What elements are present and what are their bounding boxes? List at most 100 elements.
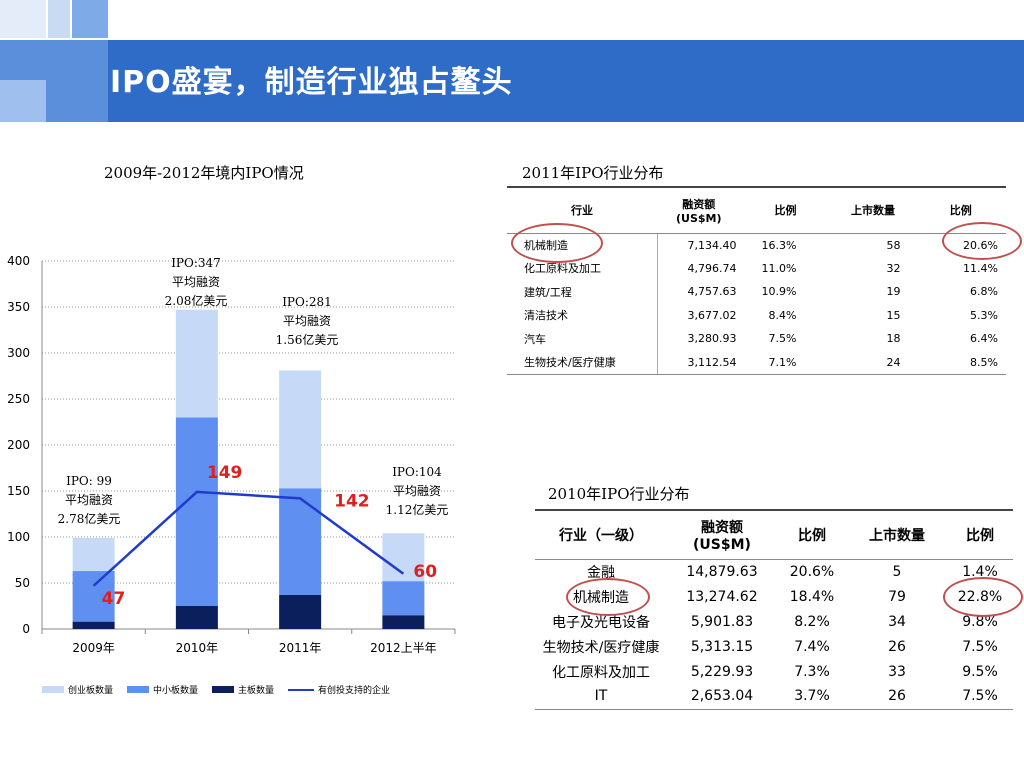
legend-line-vc <box>288 688 315 691</box>
table-cell: 7.5% <box>947 684 1013 710</box>
table-2010: 行业（一级） 融资额 (US$M) 比例 上市数量 比例 金融 14,879.6… <box>535 509 1013 710</box>
legend-swatch-sme <box>127 686 150 693</box>
table-row: 汽车 3,280.93 7.5% 18 6.4% <box>507 327 1006 351</box>
y-tick-label: 350 <box>7 300 30 314</box>
bar-annotation: 1.56亿美元 <box>276 332 339 347</box>
table-cell: 33 <box>888 663 906 680</box>
table-row: IT 2,653.04 3.7% 26 7.5% <box>535 684 1013 710</box>
x-tick-label: 2009年 <box>72 641 115 655</box>
bar-annotation: IPO: 99 <box>66 474 112 488</box>
table-row: 化工原料及加工 5,229.93 7.3% 33 9.5% <box>535 659 1013 684</box>
table-cell: 化工原料及加工 <box>552 664 650 681</box>
table-cell: 15 <box>886 308 901 322</box>
table-cell: 7.5% <box>962 638 998 655</box>
table-cell: 4,796.74 <box>687 261 737 275</box>
decor-square <box>0 80 46 122</box>
table-header: 行业（一级） <box>535 509 667 560</box>
table-cell: 24 <box>830 350 916 375</box>
legend-label: 主板数量 <box>238 686 275 696</box>
table-header: 比例 <box>947 509 1013 560</box>
table-cell: 16.3% <box>761 238 797 252</box>
legend-item-vc: 有创投支持的企业 <box>288 683 390 696</box>
table-header: 比例 <box>777 509 847 560</box>
legend-label: 创业板数量 <box>68 686 114 696</box>
table-cell: 3,112.54 <box>657 350 741 375</box>
table-row: 清洁技术 3,677.02 8.4% 15 5.3% <box>507 303 1006 327</box>
bar-segment <box>175 309 218 418</box>
bar-segment <box>279 488 322 595</box>
table-header-row: 行业（一级） 融资额 (US$M) 比例 上市数量 比例 <box>535 509 1013 560</box>
bar-annotation: 平均融资 <box>393 484 441 498</box>
chart-legend: 创业板数量 中小板数量 主板数量 有创投支持的企业 <box>42 683 390 696</box>
legend-label: 中小板数量 <box>153 686 199 696</box>
table-cell: 7.4% <box>794 638 830 655</box>
x-tick-label: 2010年 <box>176 641 219 655</box>
bar-segment <box>175 606 218 629</box>
bar-annotation: 平均融资 <box>65 493 113 507</box>
table-cell: 9.5% <box>962 663 998 680</box>
y-tick-label: 400 <box>7 254 30 268</box>
table-header: 融资额 (US$M) <box>667 509 777 560</box>
table-cell: 汽车 <box>507 327 658 351</box>
table-cell: 5 <box>892 563 902 580</box>
table-cell: 6.4% <box>970 332 998 346</box>
table-cell: IT <box>535 684 667 710</box>
table-2011-title: 2011年IPO行业分布 <box>522 164 664 182</box>
bar-annotation: IPO:281 <box>282 295 332 309</box>
data-label: 149 <box>207 463 243 483</box>
table-row: 生物技术/医疗健康 5,313.15 7.4% 26 7.5% <box>535 634 1013 659</box>
table-cell: 生物技术/医疗健康 <box>507 350 658 375</box>
table-cell: 金融 <box>587 564 615 581</box>
table-cell: 3,677.02 <box>687 308 737 322</box>
page-title: IPO盛宴，制造行业独占鳌头 <box>110 65 513 100</box>
legend-item-chinext: 创业板数量 <box>42 683 113 696</box>
table-cell: 2,653.04 <box>667 684 777 710</box>
table-cell: 7.3% <box>794 663 830 680</box>
table-cell: 10.9% <box>761 285 797 299</box>
chart-title: 2009年-2012年境内IPO情况 <box>104 164 304 182</box>
x-tick-label: 2011年 <box>279 641 322 655</box>
table-cell: 79 <box>888 588 906 605</box>
table-cell: 8.5% <box>915 350 1006 375</box>
table-cell: 4,757.63 <box>687 285 737 299</box>
table-row: 建筑/工程 4,757.63 10.9% 19 6.8% <box>507 280 1006 304</box>
table-cell: 34 <box>888 613 906 630</box>
bar-segment <box>175 417 218 606</box>
bar-segment <box>72 571 115 622</box>
table-row: 化工原料及加工 4,796.74 11.0% 32 11.4% <box>507 256 1006 280</box>
data-label: 47 <box>102 589 126 609</box>
y-tick-label: 150 <box>7 484 30 498</box>
data-label: 60 <box>413 562 437 582</box>
table-cell: 9.8% <box>962 613 998 630</box>
legend-swatch-chinext <box>42 686 64 693</box>
highlight-circle <box>566 578 650 616</box>
table-cell: 化工原料及加工 <box>507 256 658 280</box>
bar-segment <box>72 621 115 629</box>
ipo-chart: 0 50 100 150 200 250 300 350 400 2009年 2010年 2011年 2… <box>7 254 456 655</box>
bar-annotation: 平均融资 <box>172 275 220 289</box>
table-cell: 7,134.40 <box>687 238 737 252</box>
highlight-circle <box>511 223 603 263</box>
legend-item-main: 主板数量 <box>212 683 274 696</box>
table-row: 生物技术/医疗健康 3,112.54 7.1% 24 8.5% <box>507 350 1006 375</box>
bar-annotation: 平均融资 <box>283 314 331 328</box>
table-cell: 26 <box>888 638 906 655</box>
table-header: 上市数量 <box>830 186 916 234</box>
table-cell: 1.4% <box>962 563 998 580</box>
title-bar <box>0 40 1024 122</box>
y-tick-label: 50 <box>15 576 30 590</box>
highlight-circle <box>942 222 1022 260</box>
table-cell: 清洁技术 <box>507 303 658 327</box>
table-cell: 7.1% <box>740 350 831 375</box>
bar-annotation: 1.12亿美元 <box>386 502 449 517</box>
bar-annotation: 2.78亿美元 <box>58 511 121 526</box>
table-row: 金融 14,879.63 20.6% 5 1.4% <box>535 559 1013 584</box>
table-header: 融资额 (US$M) <box>657 186 741 234</box>
bar-segment <box>382 615 425 629</box>
table-header-row: 行业 融资额 (US$M) 比例 上市数量 比例 <box>507 186 1006 234</box>
y-tick-label: 250 <box>7 392 30 406</box>
table-cell: 18.4% <box>789 588 835 605</box>
table-2010-title: 2010年IPO行业分布 <box>548 485 690 503</box>
table-cell: 3,280.93 <box>687 332 737 346</box>
bar-annotation: IPO:347 <box>171 256 221 270</box>
